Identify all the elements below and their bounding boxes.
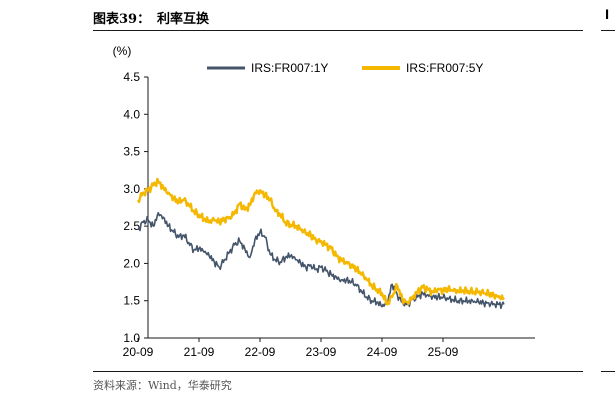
x-tick-label: 22-09 [245,345,276,359]
y-tick-label: 2.0 [123,256,140,270]
x-tick-label: 24-09 [367,345,398,359]
y-tick-label: 1.0 [123,331,140,345]
x-tick-label: 25-09 [428,345,459,359]
legend-label-5y: IRS:FR007:5Y [406,61,483,75]
series-line-1y [137,211,505,310]
x-tick-label: 21-09 [184,345,215,359]
chart-tick-labels: 4.5 4.0 3.5 3.0 2.5 2.0 1.5 1.020-09 21-09 22-09 2… [123,70,459,359]
x-tick-label: 20-09 [123,345,154,359]
y-tick-label: 3.0 [123,182,140,196]
adjacent-panel-edge: l [601,8,615,31]
figure-title-row: 图表39： 利率互换 [93,6,583,31]
footer-divider [93,371,583,372]
figure-number: 图表39： [93,12,151,27]
adjacent-panel-footer-edge [601,371,615,372]
y-tick-label: 1.5 [123,294,140,308]
chart-axes [137,76,535,342]
legend-label-1y: IRS:FR007:1Y [251,61,328,75]
y-axis-unit-label: (%) [113,44,132,58]
y-tick-label: 4.5 [123,70,140,84]
chart-series-lines [136,177,505,310]
chart-legend: IRS:FR007:1Y IRS:FR007:5Y [207,61,483,75]
y-tick-label: 3.5 [123,145,140,159]
y-tick-label: 2.5 [123,219,140,233]
y-tick-label: 4.0 [123,107,140,121]
series-line-5y [136,177,505,306]
x-tick-label: 23-09 [306,345,337,359]
figure-title: 利率互换 [157,12,210,27]
source-note: 资料来源：Wind，华泰研究 [93,379,232,392]
